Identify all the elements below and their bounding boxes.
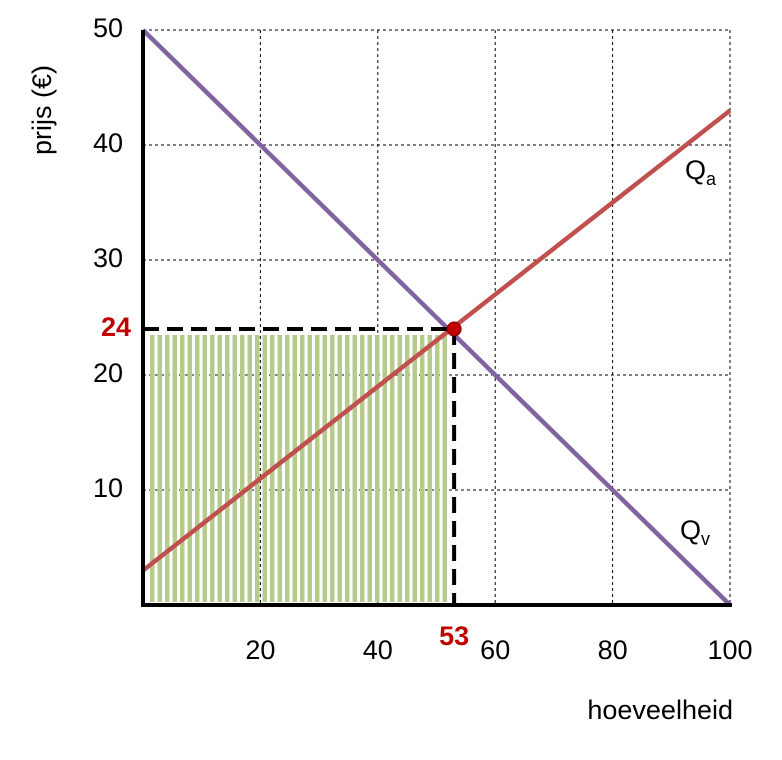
y-tick-label: 10 bbox=[93, 473, 123, 503]
surplus-area bbox=[147, 335, 451, 602]
x-tick-label: 20 bbox=[245, 635, 275, 665]
x-axis-label: hoeveelheid bbox=[587, 695, 733, 725]
series-line bbox=[141, 108, 732, 573]
series-label: Qa bbox=[685, 155, 717, 189]
y-tick-label: 20 bbox=[93, 358, 123, 388]
x-tick-label: 80 bbox=[598, 635, 628, 665]
equilibrium-x-label: 53 bbox=[439, 621, 469, 651]
x-tick-label: 100 bbox=[707, 635, 752, 665]
equilibrium-y-label: 24 bbox=[101, 312, 131, 342]
series-line bbox=[141, 28, 732, 607]
x-tick-label: 40 bbox=[363, 635, 393, 665]
equilibrium-point bbox=[446, 321, 462, 337]
y-tick-label: 50 bbox=[93, 13, 123, 43]
series-label: Qv bbox=[680, 515, 710, 549]
x-tick-label: 60 bbox=[480, 635, 510, 665]
y-axis-label: prijs (€) bbox=[27, 65, 57, 155]
y-tick-label: 40 bbox=[93, 128, 123, 158]
y-tick-label: 30 bbox=[93, 243, 123, 273]
